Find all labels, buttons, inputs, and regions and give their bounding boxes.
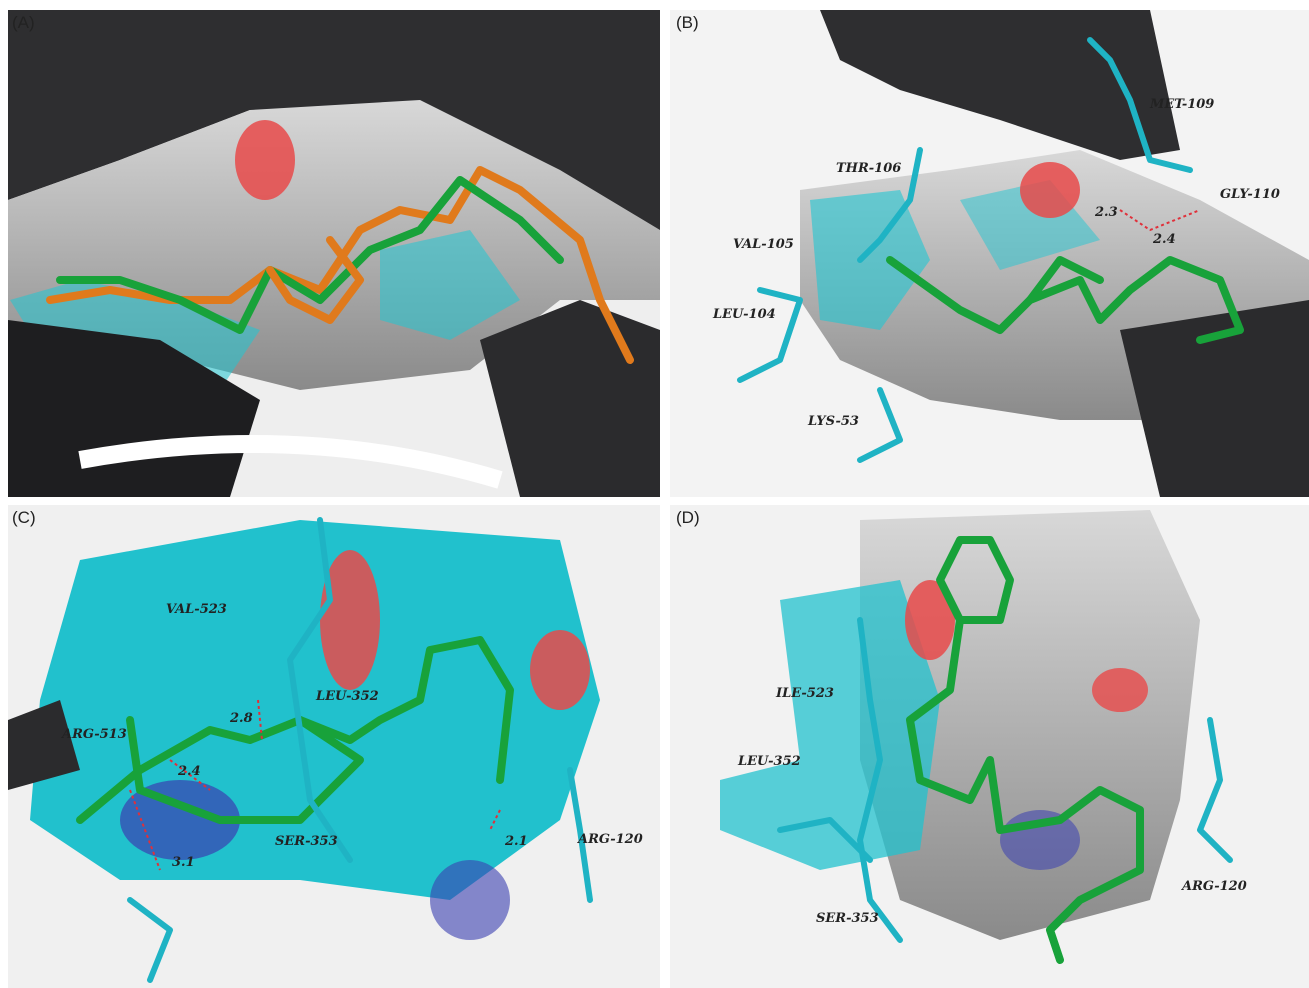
residue-label: ARG-120 <box>576 832 643 847</box>
distance-label: 2.3 <box>1094 205 1118 220</box>
residue-label: ARG-120 <box>1180 879 1247 894</box>
panel-label: (A) <box>12 13 35 32</box>
residue-label: SER-353 <box>816 911 879 926</box>
residue-label: MET-109 <box>1149 97 1214 112</box>
figure: (A) (B) (C) (D) MET-109 THR-106 GLY-110 … <box>0 0 1309 988</box>
residue-label: LEU-104 <box>712 307 776 322</box>
panel-label: (D) <box>676 508 700 527</box>
panel-b-image <box>670 10 1309 497</box>
residue-label: LYS-53 <box>807 414 859 429</box>
residue-label: VAL-523 <box>166 602 227 617</box>
distance-label: 3.1 <box>172 855 195 870</box>
residue-label: ARG-513 <box>60 727 127 742</box>
residue-label: SER-353 <box>275 834 338 849</box>
panel-label: (B) <box>676 13 699 32</box>
distance-label: 2.4 <box>1152 232 1176 247</box>
residue-label: VAL-105 <box>733 237 794 252</box>
residue-label: THR-106 <box>836 161 901 176</box>
panel-d-image <box>670 505 1309 988</box>
residue-label: LEU-352 <box>737 754 801 769</box>
residue-label: ILE-523 <box>775 686 834 701</box>
panel-a-image <box>8 10 660 497</box>
distance-label: 2.4 <box>177 764 201 779</box>
distance-label: 2.1 <box>504 834 528 849</box>
residue-label: GLY-110 <box>1220 187 1280 202</box>
panel-c-image <box>8 505 660 988</box>
page: {"panels": [ {"label": "(A)", "annotatio… <box>0 0 1309 988</box>
residue-label: LEU-352 <box>315 689 379 704</box>
distance-label: 2.8 <box>229 711 253 726</box>
panel-label: (C) <box>12 508 36 527</box>
